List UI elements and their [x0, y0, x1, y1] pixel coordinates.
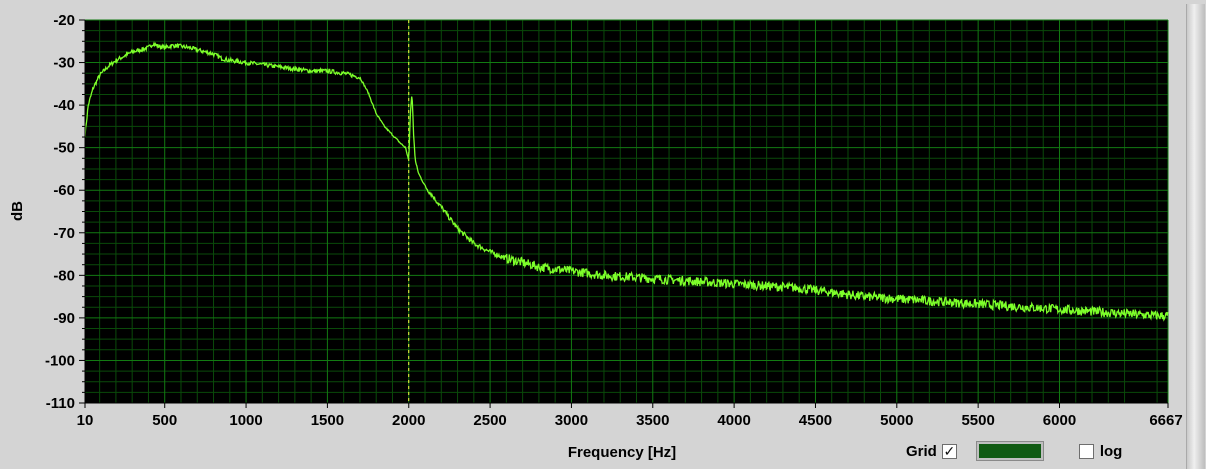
x-tick-label: 1000 — [229, 412, 262, 429]
spectrum-trace — [84, 41, 1169, 322]
log-checkbox[interactable] — [1078, 443, 1094, 459]
x-tick-label: 500 — [152, 412, 177, 429]
y-tick-label: -100 — [45, 352, 75, 369]
x-axis-title: Frequency [Hz] — [568, 444, 676, 461]
minor-grid — [85, 20, 1168, 403]
plot-controls: Grid ✓ log — [906, 438, 1122, 464]
x-tick-label: 3000 — [555, 412, 588, 429]
y-tick-label: -70 — [53, 225, 75, 242]
panel-right-border — [1186, 4, 1205, 469]
check-mark-icon: ✓ — [943, 442, 956, 459]
y-axis-title: dB — [9, 201, 26, 221]
y-axis: -20 -30 -40 -50 -60 -70 -80 -90 -100 -110 — [45, 12, 86, 412]
y-tick-label: -50 — [53, 140, 75, 157]
grid-label: Grid — [906, 442, 937, 460]
x-tick-label: 6667 — [1149, 412, 1182, 429]
x-tick-label: 2000 — [392, 412, 425, 429]
x-tick-label: 3500 — [636, 412, 669, 429]
x-tick-label: 1500 — [311, 412, 344, 429]
grid-checkbox[interactable]: ✓ — [941, 442, 957, 459]
y-tick-label: -20 — [53, 12, 75, 29]
x-tick-label: 6000 — [1043, 412, 1076, 429]
x-tick-label: 2500 — [473, 412, 506, 429]
x-tick-label: 4000 — [717, 412, 750, 429]
x-axis: 10 500 1000 1500 2000 2500 3000 3500 4000 4500 500… — [77, 402, 1183, 429]
y-tick-label: -30 — [53, 55, 75, 72]
y-tick-label: -60 — [53, 182, 75, 199]
y-tick-label: -40 — [53, 97, 75, 114]
x-tick-label: 5500 — [961, 412, 994, 429]
y-tick-label: -90 — [53, 310, 75, 327]
grid-color-picker[interactable] — [975, 441, 1044, 461]
y-tick-label: -110 — [46, 395, 75, 412]
log-label: log — [1099, 442, 1123, 460]
x-tick-label: 5000 — [880, 412, 913, 429]
x-tick-label: 4500 — [799, 412, 832, 429]
y-tick-label: -80 — [53, 267, 75, 284]
x-tick-label: 10 — [77, 412, 94, 429]
